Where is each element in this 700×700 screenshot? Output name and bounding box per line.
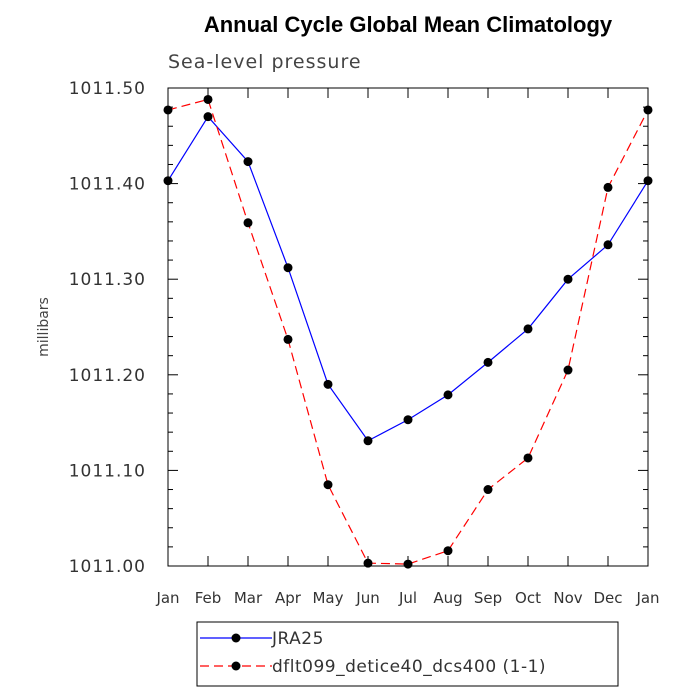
- x-tick-label: Jul: [398, 589, 417, 607]
- data-point-series-2: [483, 485, 493, 495]
- legend-marker-1: [231, 633, 241, 643]
- legend-box: [196, 621, 619, 687]
- chart-subtitle: Sea-level pressure: [168, 51, 362, 73]
- x-tick-label: Nov: [553, 589, 582, 607]
- x-tick-label: May: [312, 589, 343, 607]
- data-point-series-1: [563, 274, 573, 284]
- y-tick-label: 1011.20: [69, 366, 146, 386]
- x-tick-label: Dec: [593, 589, 622, 607]
- data-point-series-1: [203, 112, 213, 122]
- y-tick-label: 1011.40: [69, 175, 146, 195]
- data-point-series-1: [403, 415, 413, 425]
- data-point-series-2: [603, 182, 613, 192]
- chart-title: Annual Cycle Global Mean Climatology: [204, 12, 613, 37]
- data-point-series-2: [243, 218, 253, 228]
- data-point-series-1: [163, 176, 173, 186]
- data-point-series-2: [283, 334, 293, 344]
- data-point-series-1: [603, 240, 613, 250]
- x-tick-label: Mar: [234, 589, 263, 607]
- legend-label-1: JRA25: [271, 629, 324, 649]
- series-line-1: [167, 115, 649, 442]
- x-tick-label: Jan: [155, 589, 179, 607]
- data-point-series-2: [523, 453, 533, 463]
- legend-label-2: dflt099_detice40_dcs400 (1-1): [272, 657, 546, 677]
- x-tick-label: Apr: [275, 589, 302, 607]
- data-point-series-1: [643, 176, 653, 186]
- data-point-series-2: [443, 546, 453, 556]
- data-point-series-1: [363, 436, 373, 446]
- data-point-series-1: [283, 263, 293, 273]
- y-tick-label: 1011.00: [69, 557, 146, 577]
- x-tick-label: Oct: [515, 589, 541, 607]
- y-tick-label: 1011.50: [69, 79, 146, 99]
- y-tick-label: 1011.30: [69, 270, 146, 290]
- x-tick-label: Feb: [195, 589, 222, 607]
- data-point-series-2: [203, 94, 213, 104]
- data-point-series-2: [563, 365, 573, 375]
- data-point-series-2: [323, 480, 333, 490]
- data-point-series-2: [403, 559, 413, 569]
- series-layer: [163, 94, 653, 569]
- data-point-series-2: [163, 105, 173, 115]
- x-tick-label: Jan: [635, 589, 659, 607]
- plot-frame: [167, 87, 649, 567]
- data-point-series-2: [363, 558, 373, 568]
- data-point-series-2: [643, 105, 653, 115]
- data-point-series-1: [243, 157, 253, 167]
- x-tick-label: Jun: [355, 589, 379, 607]
- y-axis-label: millibars: [36, 297, 52, 357]
- y-tick-label: 1011.10: [69, 461, 146, 481]
- data-point-series-1: [443, 390, 453, 400]
- data-point-series-1: [323, 379, 333, 389]
- x-tick-label: Aug: [433, 589, 462, 607]
- legend: JRA25 dflt099_detice40_dcs400 (1-1): [196, 621, 619, 687]
- data-point-series-1: [523, 324, 533, 334]
- series-line-2: [167, 98, 649, 565]
- data-point-series-1: [483, 357, 493, 367]
- legend-marker-2: [231, 661, 241, 671]
- x-tick-label: Sep: [474, 589, 502, 607]
- ticks-layer: 1011.00 1011.10 1011.20 1011.30 1011.40 1011.…: [69, 79, 660, 607]
